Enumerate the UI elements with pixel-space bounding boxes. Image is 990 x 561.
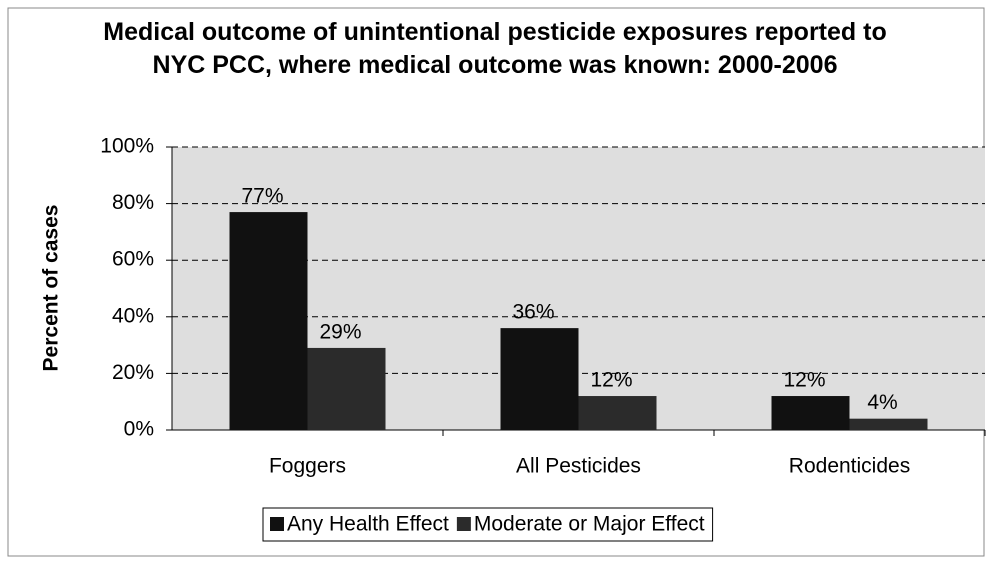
x-tick-label: All Pesticides (516, 455, 641, 478)
y-tick-label: 60% (112, 248, 154, 271)
bar (500, 328, 579, 430)
y-tick-label: 20% (112, 361, 154, 384)
y-tick-label: 40% (112, 304, 154, 327)
bar (849, 418, 928, 430)
bar (307, 347, 386, 430)
x-tick-label: Rodenticides (789, 455, 910, 478)
value-label: 29% (319, 320, 361, 343)
bar (229, 212, 308, 430)
legend-swatch (270, 517, 284, 531)
legend-swatch (456, 517, 471, 531)
bar (578, 396, 657, 430)
value-label: 77% (241, 185, 283, 208)
y-tick-label: 80% (112, 191, 154, 214)
value-label: 12% (590, 369, 632, 392)
bar (771, 396, 850, 430)
legend-label: Any Health Effect (287, 513, 449, 536)
y-tick-label: 0% (124, 418, 154, 441)
legend-label: Moderate or Major Effect (474, 513, 705, 536)
y-tick-label: 100% (100, 135, 154, 158)
legend-box (262, 507, 714, 542)
y-axis-title: Percent of cases (40, 205, 63, 372)
chart-title: Medical outcome of unintentional pestici… (103, 18, 887, 79)
x-tick-label: Foggers (269, 455, 346, 478)
value-label: 12% (783, 369, 825, 392)
value-label: 4% (867, 391, 897, 414)
value-label: 36% (512, 301, 554, 324)
